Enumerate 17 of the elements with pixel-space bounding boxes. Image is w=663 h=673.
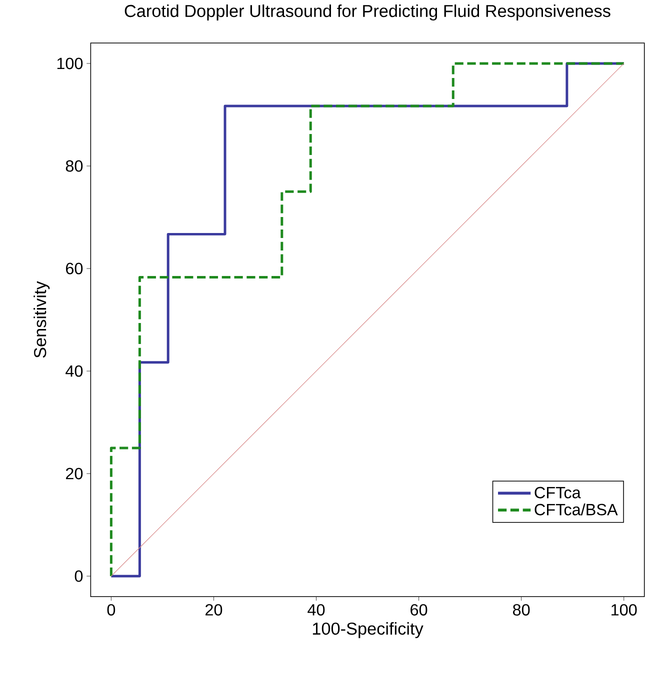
x-axis-title: 100-Specificity — [312, 622, 424, 638]
y-axis-title: Sensitivity — [33, 281, 50, 358]
x-tick-label: 100 — [611, 604, 637, 616]
y-tick-label: 100 — [57, 58, 82, 70]
y-tick-label: 20 — [66, 468, 82, 480]
legend-label: CFTca/BSA — [534, 503, 618, 516]
x-tick-label: 60 — [410, 604, 427, 616]
x-tick-label: 40 — [307, 604, 324, 616]
y-tick-label: 40 — [65, 365, 82, 377]
chart-title: Carotid Doppler Ultrasound for Predicting Fluid Responsiveness — [124, 4, 610, 20]
x-tick-label: 0 — [107, 604, 115, 616]
x-tick-label: 20 — [205, 604, 222, 616]
y-tick-label: 60 — [66, 262, 82, 274]
y-tick-label: 0 — [74, 570, 82, 582]
y-tick-label: 80 — [66, 160, 82, 172]
legend-label: CFTca — [534, 486, 581, 498]
x-tick-label: 80 — [512, 604, 530, 616]
